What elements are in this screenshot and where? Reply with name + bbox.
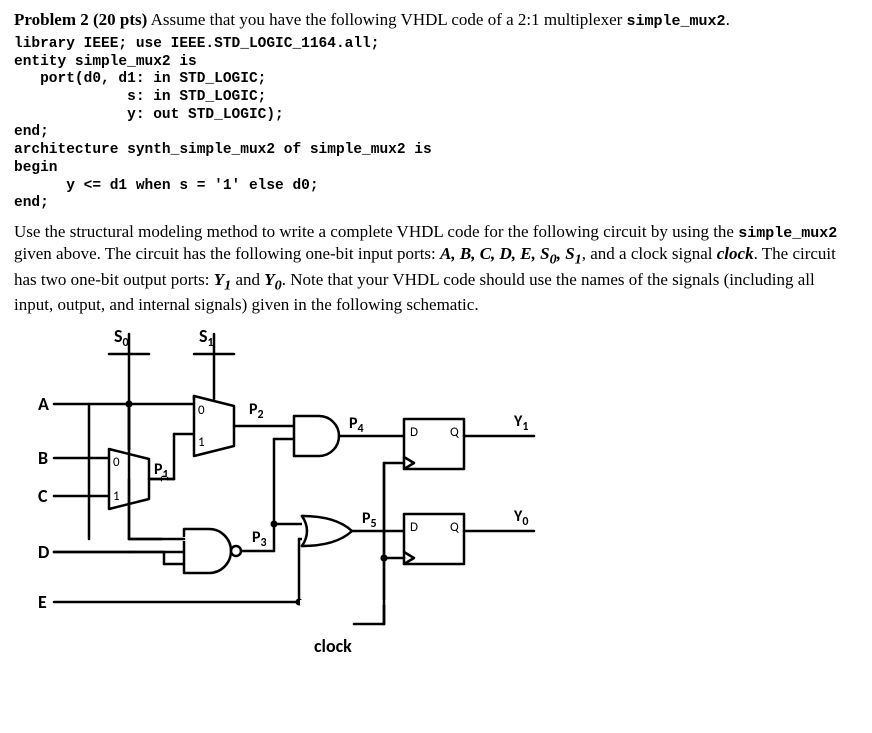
lbl-y1s: 1 [522, 420, 528, 434]
problem-label: Problem 2 (20 pts) [14, 10, 147, 29]
svg-text:P3: P3 [252, 528, 267, 550]
mux1-1: 1 [113, 489, 120, 504]
lbl-s0: S [114, 325, 123, 347]
instr-clock: clock [717, 244, 754, 263]
svg-text:S0: S0 [114, 325, 129, 350]
instr-p2: given above. The circuit has the followi… [14, 244, 440, 263]
svg-text:P2: P2 [249, 400, 264, 422]
svg-text:S1: S1 [199, 325, 214, 350]
instr-s1: 1 [575, 251, 582, 267]
mux2-1: 1 [198, 435, 205, 450]
mux2-0: 0 [198, 403, 205, 418]
lbl-p4s: 4 [358, 422, 364, 436]
svg-text:P4: P4 [349, 414, 364, 436]
lbl-s1s: 1 [208, 336, 214, 350]
lbl-clock: clock [314, 635, 352, 657]
header-text: Assume that you have the following VHDL … [147, 10, 626, 29]
instr-s0: 0 [550, 251, 557, 267]
instr-y1: Y [214, 270, 224, 289]
svg-text:Y0: Y0 [513, 507, 528, 529]
svg-text:P5: P5 [362, 509, 377, 531]
instr-ports: A, B, C, D, E, S [440, 244, 550, 263]
instructions: Use the structural modeling method to wr… [14, 221, 858, 316]
instr-entity: simple_mux2 [738, 225, 837, 242]
instr-y0: Y [264, 270, 274, 289]
lbl-p5s: 5 [371, 517, 377, 531]
dff1-q: Q [450, 425, 459, 440]
svg-text:Y1: Y1 [513, 412, 528, 434]
lbl-c: C [38, 485, 48, 507]
lbl-p3s: 3 [261, 536, 267, 550]
instr-comma: , S [557, 244, 575, 263]
vhdl-code: library IEEE; use IEEE.STD_LOGIC_1164.al… [14, 36, 858, 213]
dff0-d: D [410, 520, 418, 535]
instr-p1: Use the structural modeling method to wr… [14, 222, 738, 241]
lbl-e: E [38, 591, 47, 613]
lbl-b: B [38, 447, 48, 469]
schematic: S0 S1 A B C D E 0 1 P1 0 1 P [14, 324, 858, 669]
mux1-0: 0 [113, 455, 120, 470]
instr-p3: , and a clock signal [582, 244, 717, 263]
lbl-p2s: 2 [258, 408, 264, 422]
dff0-q: Q [450, 520, 459, 535]
header-period: . [726, 10, 730, 29]
problem-header: Problem 2 (20 pts) Assume that you have … [14, 10, 858, 30]
lbl-s0s: 0 [123, 336, 129, 350]
lbl-y0s: 0 [522, 515, 528, 529]
instr-y0s: 0 [275, 277, 282, 293]
entity-name: simple_mux2 [627, 13, 726, 30]
lbl-a: A [38, 393, 49, 415]
instr-and: and [231, 270, 264, 289]
lbl-d: D [38, 541, 49, 563]
lbl-s1: S [199, 325, 208, 347]
dff1-d: D [410, 425, 418, 440]
